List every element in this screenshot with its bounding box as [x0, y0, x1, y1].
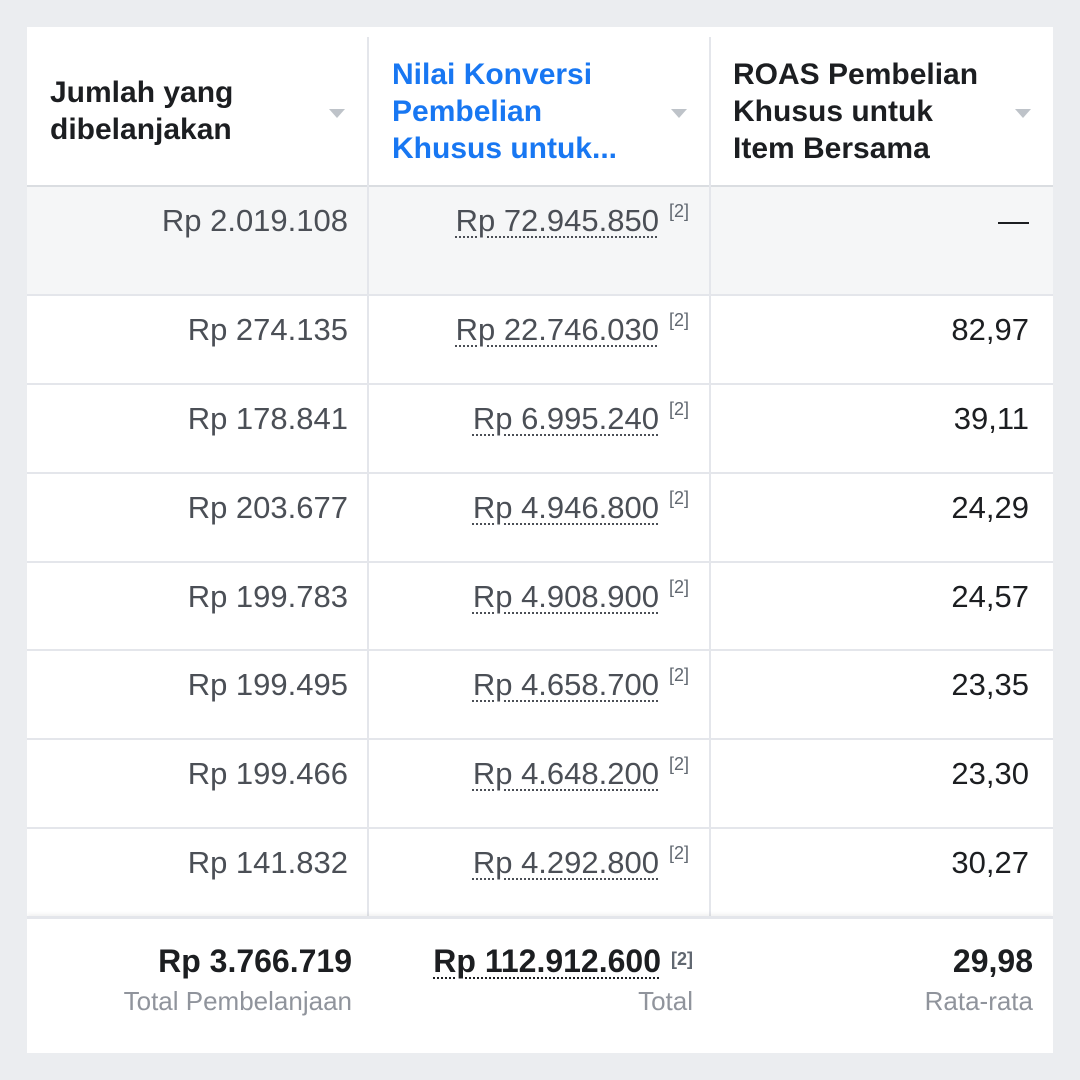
table-row[interactable]: Rp 2.019.108 Rp 72.945.850 [2] — — [27, 187, 1053, 296]
conversion-value-link[interactable]: Rp 22.746.030 — [455, 312, 659, 347]
spend-cell: Rp 199.495 — [187, 667, 348, 702]
table-row[interactable]: Rp 178.841 Rp 6.995.240 [2] 39,11 — [27, 385, 1053, 474]
summary-roas: 29,98 Rata-rata — [711, 919, 1053, 1017]
footnote-marker[interactable]: [2] — [668, 843, 689, 863]
results-table: Jumlah yang dibelanjakan Nilai Konversi … — [27, 27, 1053, 1053]
spend-cell: Rp 199.466 — [187, 756, 348, 791]
roas-cell: — — [998, 203, 1029, 238]
conversion-value-cell: Rp 4.946.800 [2] — [369, 474, 709, 526]
roas-cell: 23,35 — [951, 667, 1029, 702]
summary-conversion-label: Total — [638, 986, 693, 1016]
column-divider — [709, 37, 711, 1053]
column-divider — [367, 37, 369, 1053]
summary-row: Rp 3.766.719 Total Pembelanjaan Rp 112.9… — [27, 916, 1053, 1053]
column-header-label: Jumlah yang dibelanjakan — [50, 76, 234, 146]
footnote-marker[interactable]: [2] — [668, 488, 689, 508]
spend-cell: Rp 274.135 — [187, 312, 348, 347]
conversion-value-link[interactable]: Rp 4.658.700 — [472, 667, 659, 702]
spend-cell: Rp 2.019.108 — [161, 203, 348, 238]
footnote-marker[interactable]: [2] — [668, 201, 689, 221]
table-row[interactable]: Rp 141.832 Rp 4.292.800 [2] 30,27 — [27, 829, 1053, 918]
table-row[interactable]: Rp 199.466 Rp 4.648.200 [2] 23,30 — [27, 740, 1053, 829]
conversion-value-cell: Rp 4.908.900 [2] — [369, 563, 709, 615]
table-row[interactable]: Rp 274.135 Rp 22.746.030 [2] 82,97 — [27, 296, 1053, 385]
summary-conversion-value[interactable]: Rp 112.912.600 — [433, 943, 661, 979]
conversion-value-link[interactable]: Rp 6.995.240 — [472, 401, 659, 436]
conversion-value-cell: Rp 72.945.850 [2] — [369, 187, 709, 239]
roas-cell: 24,29 — [951, 490, 1029, 525]
footnote-marker[interactable]: [2] — [668, 310, 689, 330]
roas-cell: 82,97 — [951, 312, 1029, 347]
table-header: Jumlah yang dibelanjakan Nilai Konversi … — [27, 37, 1053, 187]
summary-spend-value: Rp 3.766.719 — [158, 943, 352, 979]
column-header-conversion-value[interactable]: Nilai Konversi Pembelian Khusus untuk... — [369, 37, 709, 185]
sort-caret-icon[interactable] — [671, 109, 687, 118]
conversion-value-link[interactable]: Rp 4.292.800 — [472, 845, 659, 880]
footnote-marker[interactable]: [2] — [668, 754, 689, 774]
column-header-spend[interactable]: Jumlah yang dibelanjakan — [27, 37, 367, 185]
spend-cell: Rp 199.783 — [187, 579, 348, 614]
conversion-value-link[interactable]: Rp 4.946.800 — [472, 490, 659, 525]
footnote-marker[interactable]: [2] — [671, 949, 693, 969]
footnote-marker[interactable]: [2] — [668, 665, 689, 685]
footnote-marker[interactable]: [2] — [668, 577, 689, 597]
table-row[interactable]: Rp 199.495 Rp 4.658.700 [2] 23,35 — [27, 651, 1053, 740]
conversion-value-link[interactable]: Rp 4.648.200 — [472, 756, 659, 791]
roas-cell: 23,30 — [951, 756, 1029, 791]
conversion-value-link[interactable]: Rp 4.908.900 — [472, 579, 659, 614]
column-header-label: ROAS Pembelian Khusus untuk Item Bersama — [733, 57, 979, 165]
sort-caret-icon[interactable] — [329, 109, 345, 118]
sort-caret-icon[interactable] — [1015, 109, 1031, 118]
summary-roas-value: 29,98 — [952, 943, 1033, 979]
roas-cell: 39,11 — [953, 401, 1029, 436]
conversion-value-cell: Rp 4.292.800 [2] — [369, 829, 709, 881]
roas-cell: 30,27 — [951, 845, 1029, 880]
spend-cell: Rp 178.841 — [187, 401, 348, 436]
summary-conversion: Rp 112.912.600 [2] Total — [369, 919, 709, 1017]
footnote-marker[interactable]: [2] — [668, 399, 689, 419]
summary-spend-label: Total Pembelanjaan — [123, 986, 352, 1016]
roas-cell: 24,57 — [951, 579, 1029, 614]
conversion-value-cell: Rp 6.995.240 [2] — [369, 385, 709, 437]
conversion-value-cell: Rp 4.658.700 [2] — [369, 651, 709, 703]
summary-roas-label: Rata-rata — [924, 986, 1033, 1016]
conversion-value-cell: Rp 4.648.200 [2] — [369, 740, 709, 792]
conversion-value-cell: Rp 22.746.030 [2] — [369, 296, 709, 348]
column-header-roas[interactable]: ROAS Pembelian Khusus untuk Item Bersama — [711, 37, 1053, 185]
table-row[interactable]: Rp 203.677 Rp 4.946.800 [2] 24,29 — [27, 474, 1053, 563]
conversion-value-link[interactable]: Rp 72.945.850 — [455, 203, 659, 238]
summary-spend: Rp 3.766.719 Total Pembelanjaan — [27, 919, 367, 1017]
column-header-label: Nilai Konversi Pembelian Khusus untuk... — [392, 57, 617, 165]
spend-cell: Rp 203.677 — [187, 490, 348, 525]
spend-cell: Rp 141.832 — [187, 845, 348, 880]
table-row[interactable]: Rp 199.783 Rp 4.908.900 [2] 24,57 — [27, 563, 1053, 651]
